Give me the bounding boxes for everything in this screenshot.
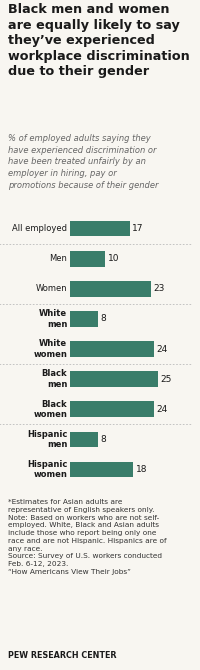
Text: Black
women: Black women <box>33 399 67 419</box>
Text: 10: 10 <box>108 254 119 263</box>
Bar <box>70 371 158 387</box>
Bar <box>70 401 154 417</box>
Text: 17: 17 <box>132 224 144 233</box>
Text: Hispanic
women: Hispanic women <box>27 460 67 479</box>
Text: 24: 24 <box>157 405 168 414</box>
Text: 18: 18 <box>136 465 147 474</box>
Text: Women: Women <box>36 284 67 293</box>
Bar <box>70 431 98 448</box>
Text: % of employed adults saying they
have experienced discrimination or
have been tr: % of employed adults saying they have ex… <box>8 134 158 190</box>
Text: Black
men: Black men <box>42 369 67 389</box>
Text: All employed: All employed <box>12 224 67 233</box>
Bar <box>70 341 154 357</box>
Text: 8: 8 <box>101 314 106 324</box>
Text: White
men: White men <box>39 310 67 329</box>
Text: 25: 25 <box>160 375 172 384</box>
Text: 23: 23 <box>153 284 165 293</box>
Bar <box>70 281 151 297</box>
Text: 8: 8 <box>101 435 106 444</box>
Bar <box>70 311 98 327</box>
Text: Men: Men <box>49 254 67 263</box>
Text: Hispanic
men: Hispanic men <box>27 429 67 449</box>
Text: Black men and women
are equally likely to say
they’ve experienced
workplace disc: Black men and women are equally likely t… <box>8 3 190 78</box>
Text: *Estimates for Asian adults are
representative of English speakers only.
Note: B: *Estimates for Asian adults are represen… <box>8 499 167 575</box>
Text: 24: 24 <box>157 344 168 354</box>
Text: White
women: White women <box>33 340 67 358</box>
Bar <box>70 251 105 267</box>
Bar <box>70 221 130 237</box>
Text: PEW RESEARCH CENTER: PEW RESEARCH CENTER <box>8 651 116 660</box>
Bar <box>70 462 133 477</box>
